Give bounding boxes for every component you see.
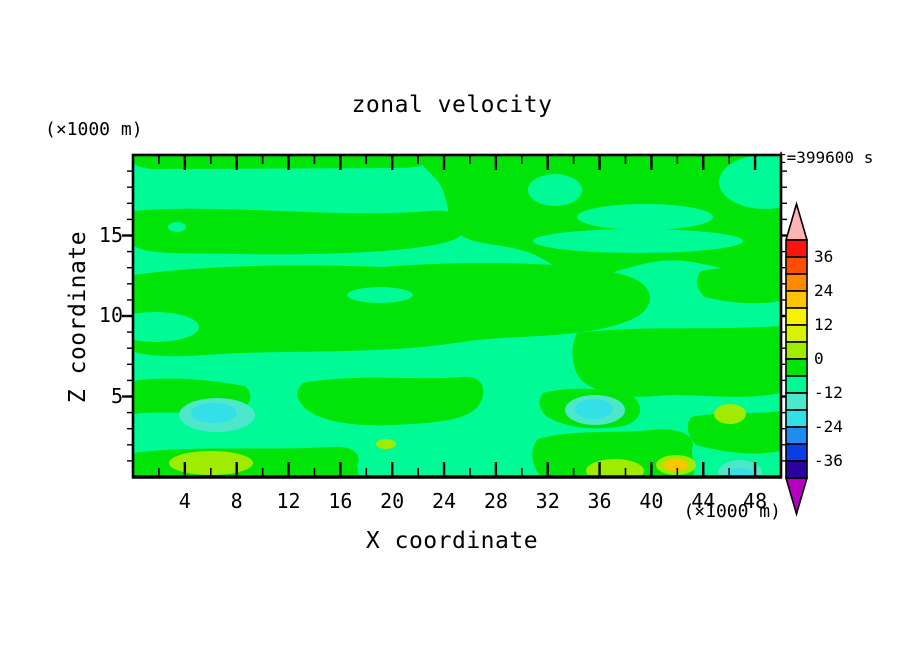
contour-region <box>533 229 743 253</box>
colorbar-segment <box>785 358 808 377</box>
x-axis-title: X coordinate <box>365 528 539 554</box>
contour-region <box>577 204 713 230</box>
x-tick-label: 32 <box>535 489 560 513</box>
x-tick-label: 4 <box>178 489 191 513</box>
colorbar-segment <box>785 239 808 258</box>
contour-region <box>133 155 432 170</box>
contour-region <box>575 399 613 419</box>
colorbar-segment <box>785 324 808 343</box>
colorbar-label: -24 <box>814 417 843 437</box>
x-tick-label: 16 <box>328 489 353 513</box>
contour-region <box>696 267 781 304</box>
z-tick-label: 10 <box>98 302 123 327</box>
contour-region <box>297 376 484 426</box>
colorbar-segment <box>785 409 808 428</box>
colorbar-segment <box>785 392 808 411</box>
colorbar-segment <box>785 307 808 326</box>
colorbar-segment <box>785 375 808 394</box>
contour-region <box>133 263 650 357</box>
contour-region <box>133 208 464 255</box>
x-tick-label: 24 <box>431 489 457 513</box>
colorbar-label: 0 <box>814 349 824 369</box>
contour-region <box>687 411 781 454</box>
timestamp-label: t=399600 s <box>777 148 874 167</box>
colorbar-label: -36 <box>814 451 843 471</box>
colorbar-label: 36 <box>814 247 834 267</box>
contour-region <box>191 403 237 423</box>
x-tick-label: 44 <box>691 489 716 513</box>
contour-region <box>719 155 781 209</box>
x-tick-label: 36 <box>587 489 612 513</box>
contour-region <box>168 222 186 232</box>
z-tick-label: 15 <box>98 222 123 247</box>
contour-plot <box>122 153 792 479</box>
x-axis-unit-label: (×1000 m) <box>683 501 781 522</box>
y-axis-unit-label: (×1000 m) <box>45 119 143 140</box>
contour-region <box>528 174 582 206</box>
contour-region <box>572 326 781 397</box>
colorbar-label: 24 <box>814 281 834 301</box>
contour-region <box>727 468 753 477</box>
colorbar-segment <box>785 290 808 309</box>
contour-region <box>532 429 694 477</box>
x-tick-label: 28 <box>483 489 508 513</box>
contour-region <box>347 287 413 303</box>
colorbar-segment <box>785 256 808 275</box>
contour-region <box>133 312 199 342</box>
colorbar-over-arrow <box>784 201 809 241</box>
chart-title: zonal velocity <box>351 92 553 118</box>
colorbar-segment <box>785 460 808 479</box>
colorbar-under-arrow <box>784 477 809 517</box>
colorbar-label: 12 <box>814 315 834 335</box>
contour-region <box>376 439 396 449</box>
x-tick-label: 20 <box>380 489 405 513</box>
x-tick-label: 48 <box>743 489 768 513</box>
colorbar-label: -12 <box>814 383 843 403</box>
colorbar <box>784 201 809 517</box>
contour-region <box>714 404 746 424</box>
contour-region <box>586 459 644 477</box>
colorbar-segment <box>785 273 808 292</box>
colorbar-segment <box>785 443 808 462</box>
colorbar-segment <box>785 341 808 360</box>
contour-region <box>169 451 253 475</box>
contour-region <box>664 459 688 471</box>
contour-field <box>133 155 781 477</box>
colorbar-segment <box>785 426 808 445</box>
z-tick-label: 5 <box>110 383 123 408</box>
x-tick-label: 40 <box>639 489 664 513</box>
x-tick-label: 12 <box>276 489 301 513</box>
x-tick-label: 8 <box>230 489 243 513</box>
